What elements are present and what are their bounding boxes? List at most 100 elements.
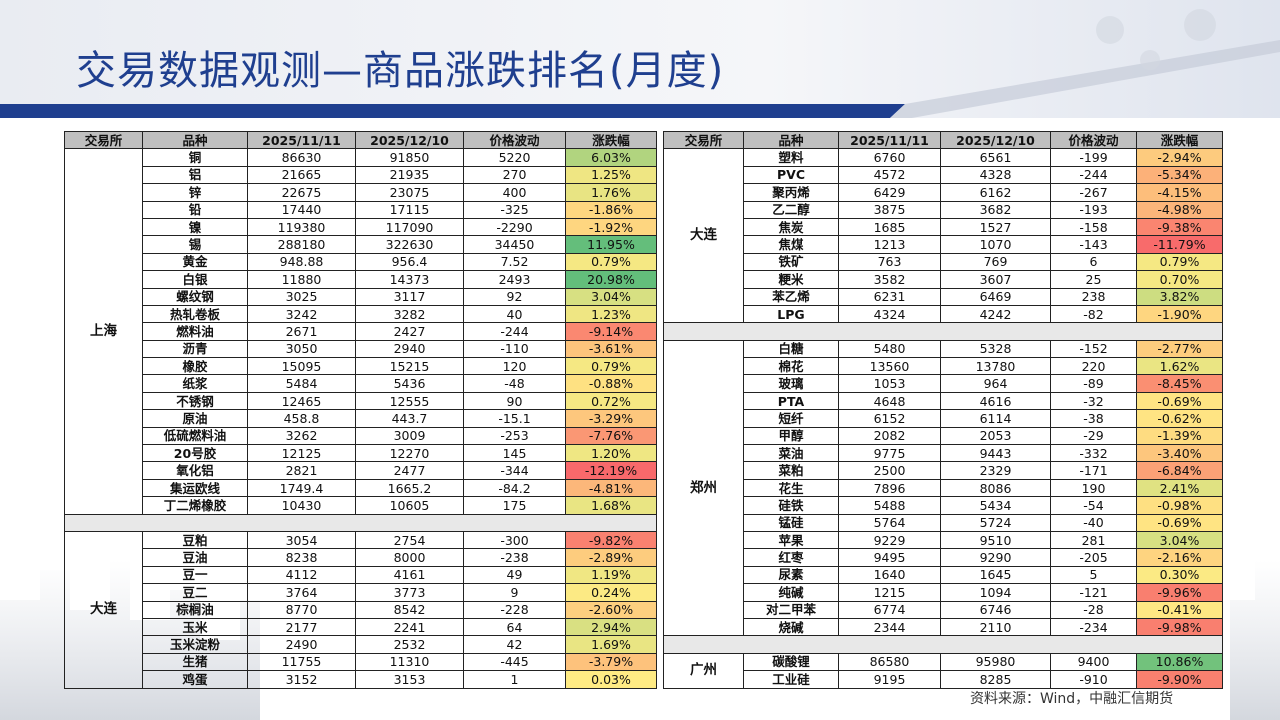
table-row: 烧碱 2344 2110 -234 -9.98% [664, 617, 1223, 637]
table-row: 大连 塑料 6760 6561 -199 -2.94% [663, 148, 1223, 324]
pct-change-cell: 0.72% [565, 391, 657, 411]
commodity-name-cell: 热轧卷板 [142, 304, 248, 324]
commodity-name-cell: 锰硅 [743, 513, 839, 532]
price-change-cell: -38 [1050, 409, 1137, 428]
commodity-name-cell: 豆一 [142, 565, 248, 585]
price-change-cell: -205 [1050, 548, 1137, 567]
header-commodity: 品种 [743, 130, 839, 150]
group-separator-row [64, 513, 657, 532]
table-row: 短纤 6152 6114 -38 -0.62% [664, 409, 1223, 428]
price-date2-cell: 4242 [940, 304, 1051, 324]
price-date2-cell: 964 [940, 374, 1051, 393]
pct-change-cell: 0.79% [565, 357, 657, 376]
table-row: 苯乙烯 6231 6469 238 3.82% [664, 287, 1223, 306]
price-change-cell: -15.1 [463, 409, 566, 428]
price-date1-cell: 119380 [247, 217, 356, 237]
price-change-cell: -193 [1050, 200, 1137, 219]
commodity-name-cell: 20号胶 [142, 444, 248, 463]
price-date1-cell: 6774 [838, 600, 941, 619]
pct-change-cell: -2.16% [1136, 548, 1223, 567]
price-change-cell: -54 [1050, 496, 1137, 515]
group-separator-row [663, 322, 1223, 341]
price-date1-cell: 6760 [838, 148, 941, 167]
header-exchange: 交易所 [64, 130, 143, 150]
table-row: 乙二醇 3875 3682 -193 -4.98% [664, 200, 1223, 219]
commodity-name-cell: 铅 [142, 200, 248, 219]
price-change-cell: -171 [1050, 461, 1137, 480]
price-date1-cell: 21665 [247, 165, 356, 185]
price-date2-cell: 2940 [355, 339, 464, 359]
table-row: 上海铜 86630 91850 5220 6.03% [64, 148, 657, 515]
commodity-name-cell: 棕榈油 [142, 600, 248, 619]
group-separator [663, 322, 1223, 341]
pct-change-cell: 0.03% [565, 670, 657, 689]
pct-change-cell: -9.96% [1136, 583, 1223, 602]
price-date1-cell: 5480 [838, 339, 941, 359]
table-row: 铝 21665 21935 270 1.25% [65, 165, 657, 185]
pct-change-cell: 10.86% [1136, 652, 1223, 672]
price-date2-cell: 12270 [355, 444, 464, 463]
table-row: 广州 碳酸锂 86580 95980 9400 10.86% [663, 652, 1223, 689]
pct-change-cell: 0.79% [565, 252, 657, 272]
table-row: 聚丙烯 6429 6162 -267 -4.15% [664, 183, 1223, 202]
price-change-cell: 2493 [463, 270, 566, 289]
commodity-name-cell: 碳酸锂 [743, 652, 839, 672]
pct-change-cell: -12.19% [565, 461, 657, 480]
exchange-cell: 大连 [64, 530, 143, 689]
price-change-cell: -332 [1050, 444, 1137, 463]
commodity-name-cell: 镍 [142, 217, 248, 237]
price-date2-cell: 5436 [355, 374, 464, 393]
price-date1-cell: 3152 [247, 670, 356, 689]
commodity-name-cell: 玻璃 [743, 374, 839, 393]
header-exchange: 交易所 [663, 130, 744, 150]
price-change-cell: -32 [1050, 391, 1137, 411]
price-date1-cell: 2671 [247, 322, 356, 341]
price-date2-cell: 3607 [940, 270, 1051, 289]
pct-change-cell: 3.04% [1136, 530, 1223, 550]
price-date1-cell: 3050 [247, 339, 356, 359]
price-change-cell: -253 [463, 426, 566, 446]
price-date2-cell: 2427 [355, 322, 464, 341]
commodity-name-cell: 氧化铝 [142, 461, 248, 480]
header-commodity: 品种 [142, 130, 248, 150]
price-change-cell: 270 [463, 165, 566, 185]
table-row: 纯碱 1215 1094 -121 -9.96% [664, 583, 1223, 602]
table-row: 锰硅 5764 5724 -40 -0.69% [664, 513, 1223, 532]
price-date1-cell: 5488 [838, 496, 941, 515]
group-separator [663, 635, 1223, 654]
commodity-name-cell: 低硫燃料油 [142, 426, 248, 446]
commodity-name-cell: 烧碱 [743, 617, 839, 637]
pct-change-cell: -0.98% [1136, 496, 1223, 515]
commodity-name-cell: 苹果 [743, 530, 839, 550]
price-change-cell: -234 [1050, 617, 1137, 637]
price-change-cell: -121 [1050, 583, 1137, 602]
price-date1-cell: 13560 [838, 357, 941, 376]
price-date1-cell: 763 [838, 252, 941, 272]
price-date2-cell: 2241 [355, 617, 464, 637]
commodity-name-cell: 玉米 [142, 617, 248, 637]
commodity-name-cell: 花生 [743, 478, 839, 498]
price-change-cell: 64 [463, 617, 566, 637]
page-title: 交易数据观测—商品涨跌排名(月度) [76, 48, 725, 94]
price-date2-cell: 8086 [940, 478, 1051, 498]
price-change-cell: 5220 [463, 148, 566, 167]
header-pct-change: 涨跌幅 [565, 130, 657, 150]
commodity-name-cell: 铜 [142, 148, 248, 167]
price-date2-cell: 21935 [355, 165, 464, 185]
table-row: 锌 22675 23075 400 1.76% [65, 183, 657, 202]
table-row: 鸡蛋 3152 3153 1 0.03% [65, 670, 657, 689]
pct-change-cell: -0.88% [565, 374, 657, 393]
price-change-cell: -228 [463, 600, 566, 619]
header-price-change: 价格波动 [1050, 130, 1137, 150]
commodity-name-cell: 豆油 [142, 548, 248, 567]
commodity-name-cell: 纯碱 [743, 583, 839, 602]
pct-change-cell: 0.24% [565, 583, 657, 602]
pct-change-cell: 1.20% [565, 444, 657, 463]
pct-change-cell: -3.61% [565, 339, 657, 359]
price-date2-cell: 1094 [940, 583, 1051, 602]
price-change-cell: 281 [1050, 530, 1137, 550]
right-ranking-table: 交易所 品种 2025/11/11 2025/12/10 价格波动 涨跌幅 大连… [663, 130, 1223, 689]
commodity-name-cell: 不锈钢 [142, 391, 248, 411]
table-row: 纸浆 5484 5436 -48 -0.88% [65, 374, 657, 393]
price-change-cell: -244 [1050, 165, 1137, 185]
